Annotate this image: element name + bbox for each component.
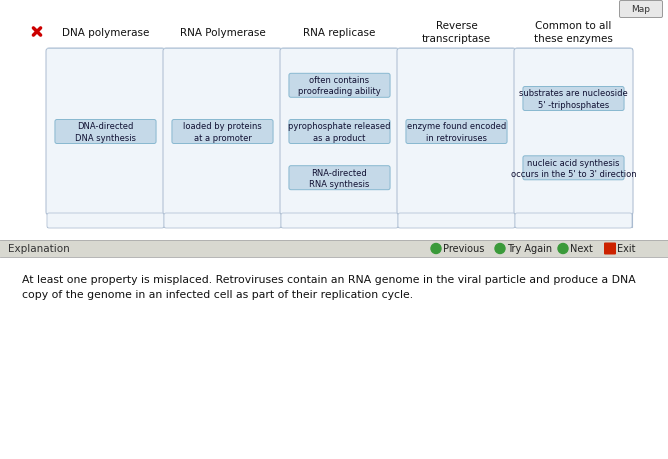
- Circle shape: [495, 244, 505, 254]
- FancyBboxPatch shape: [164, 213, 281, 229]
- Text: Try Again: Try Again: [507, 244, 552, 254]
- FancyBboxPatch shape: [397, 49, 516, 216]
- FancyBboxPatch shape: [406, 120, 507, 144]
- Bar: [47, 214, 632, 228]
- Text: Reverse
transcriptase: Reverse transcriptase: [422, 21, 491, 44]
- Text: substrates are nucleoside
5' -triphosphates: substrates are nucleoside 5' -triphospha…: [519, 89, 628, 109]
- Text: Common to all
these enzymes: Common to all these enzymes: [534, 21, 613, 44]
- Text: Next: Next: [570, 244, 593, 254]
- Text: pyrophosphate released
as a product: pyrophosphate released as a product: [289, 122, 391, 142]
- Bar: [47, 50, 632, 214]
- FancyBboxPatch shape: [47, 213, 164, 229]
- Text: RNA-directed
RNA synthesis: RNA-directed RNA synthesis: [309, 168, 369, 188]
- FancyBboxPatch shape: [398, 213, 515, 229]
- FancyBboxPatch shape: [515, 213, 632, 229]
- Text: RNA Polymerase: RNA Polymerase: [180, 28, 265, 38]
- FancyBboxPatch shape: [289, 74, 390, 98]
- Text: RNA replicase: RNA replicase: [303, 28, 375, 38]
- Circle shape: [431, 244, 441, 254]
- FancyBboxPatch shape: [46, 49, 165, 216]
- FancyBboxPatch shape: [523, 157, 624, 180]
- Text: loaded by proteins
at a promoter: loaded by proteins at a promoter: [183, 122, 262, 142]
- Text: Explanation: Explanation: [8, 244, 69, 254]
- Text: often contains
proofreading ability: often contains proofreading ability: [298, 76, 381, 96]
- Text: nucleic acid synthesis
occurs in the 5' to 3' direction: nucleic acid synthesis occurs in the 5' …: [511, 158, 637, 179]
- FancyBboxPatch shape: [523, 87, 624, 111]
- Circle shape: [558, 244, 568, 254]
- Text: Exit: Exit: [617, 244, 635, 254]
- Text: enzyme found encoded
in retroviruses: enzyme found encoded in retroviruses: [407, 122, 506, 142]
- FancyBboxPatch shape: [280, 49, 399, 216]
- Text: DNA polymerase: DNA polymerase: [62, 28, 149, 38]
- FancyBboxPatch shape: [514, 49, 633, 216]
- FancyBboxPatch shape: [289, 120, 390, 144]
- Text: At least one property is misplaced. Retroviruses contain an RNA genome in the vi: At least one property is misplaced. Retr…: [22, 274, 636, 299]
- FancyBboxPatch shape: [604, 243, 616, 255]
- Text: Map: Map: [631, 6, 651, 15]
- Text: DNA-directed
DNA synthesis: DNA-directed DNA synthesis: [75, 122, 136, 142]
- FancyBboxPatch shape: [55, 120, 156, 144]
- Text: Previous: Previous: [443, 244, 484, 254]
- FancyBboxPatch shape: [163, 49, 282, 216]
- Bar: [0, 241, 668, 257]
- FancyBboxPatch shape: [281, 213, 398, 229]
- FancyBboxPatch shape: [619, 1, 663, 18]
- FancyBboxPatch shape: [172, 120, 273, 144]
- FancyBboxPatch shape: [289, 166, 390, 190]
